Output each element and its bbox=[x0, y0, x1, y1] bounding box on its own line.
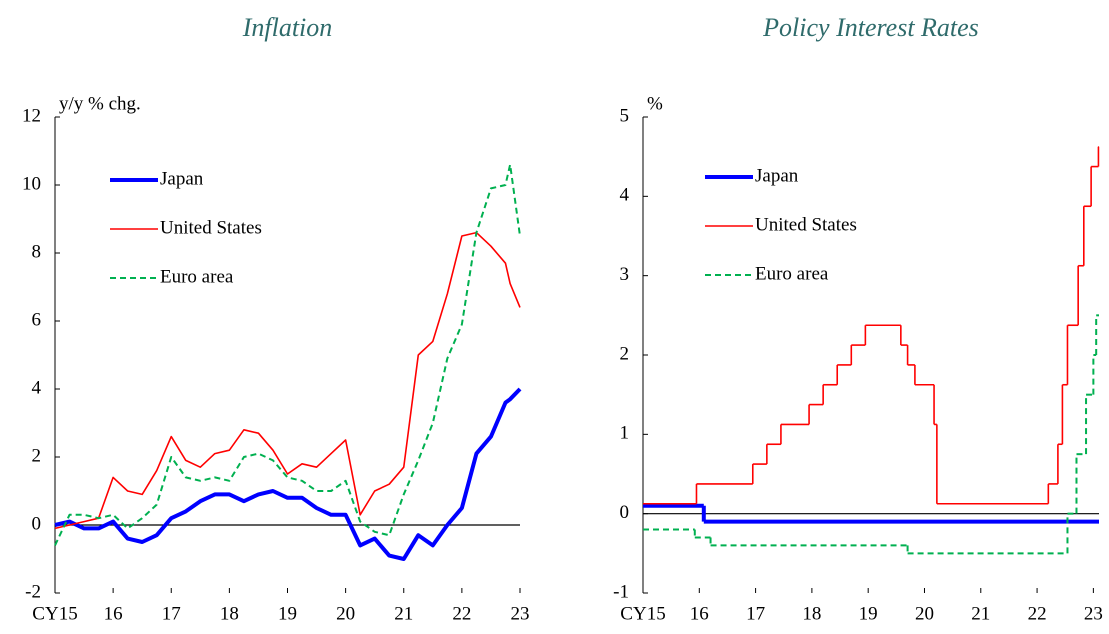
y-tick-label: -1 bbox=[613, 581, 629, 602]
x-tick-label: 20 bbox=[915, 603, 934, 624]
y-tick-label: 6 bbox=[32, 309, 42, 330]
x-tick-label: 16 bbox=[104, 603, 123, 624]
y-tick-label: 4 bbox=[620, 185, 630, 206]
x-tick-label: 17 bbox=[162, 603, 181, 624]
x-tick-label: 16 bbox=[690, 603, 709, 624]
y-axis-label: y/y % chg. bbox=[59, 93, 141, 114]
y-tick-label: 8 bbox=[32, 241, 42, 262]
x-tick-label: 21 bbox=[394, 603, 413, 624]
legend-label: Japan bbox=[755, 165, 799, 186]
legend-label: United States bbox=[160, 217, 262, 238]
x-tick-label: 19 bbox=[278, 603, 297, 624]
x-tick-label: 18 bbox=[220, 603, 239, 624]
y-tick-label: 5 bbox=[620, 105, 630, 126]
series-line bbox=[54, 387, 522, 561]
chart-title: Inflation bbox=[242, 13, 333, 42]
y-tick-label: 1 bbox=[620, 423, 630, 444]
y-tick-label: 4 bbox=[32, 377, 42, 398]
legend-label: Euro area bbox=[755, 263, 829, 284]
y-tick-label: 12 bbox=[22, 105, 41, 126]
x-tick-label: 23 bbox=[1084, 603, 1103, 624]
series-line bbox=[54, 231, 521, 530]
x-tick-label: 18 bbox=[802, 603, 821, 624]
x-tick-label: 17 bbox=[746, 603, 765, 624]
legend-label: Euro area bbox=[160, 266, 234, 287]
x-tick-label: 22 bbox=[452, 603, 471, 624]
y-tick-label: 10 bbox=[22, 173, 41, 194]
x-tick-label: 21 bbox=[971, 603, 990, 624]
x-tick-label: 20 bbox=[336, 603, 355, 624]
y-tick-label: 2 bbox=[32, 445, 42, 466]
series-line bbox=[54, 163, 521, 546]
y-axis-label: % bbox=[647, 93, 663, 114]
y-tick-label: 3 bbox=[620, 264, 630, 285]
x-tick-label: 22 bbox=[1028, 603, 1047, 624]
x-tick-label: 23 bbox=[511, 603, 530, 624]
legend-label: Japan bbox=[160, 168, 204, 189]
x-tick-label: CY15 bbox=[620, 603, 665, 624]
y-tick-label: 2 bbox=[620, 343, 630, 364]
y-tick-label: 0 bbox=[32, 513, 42, 534]
chart-title: Policy Interest Rates bbox=[762, 13, 979, 42]
y-tick-label: -2 bbox=[25, 581, 41, 602]
y-tick-label: 0 bbox=[620, 502, 630, 523]
x-tick-label: 19 bbox=[859, 603, 878, 624]
legend-label: United States bbox=[755, 214, 857, 235]
x-tick-label: CY15 bbox=[32, 603, 77, 624]
